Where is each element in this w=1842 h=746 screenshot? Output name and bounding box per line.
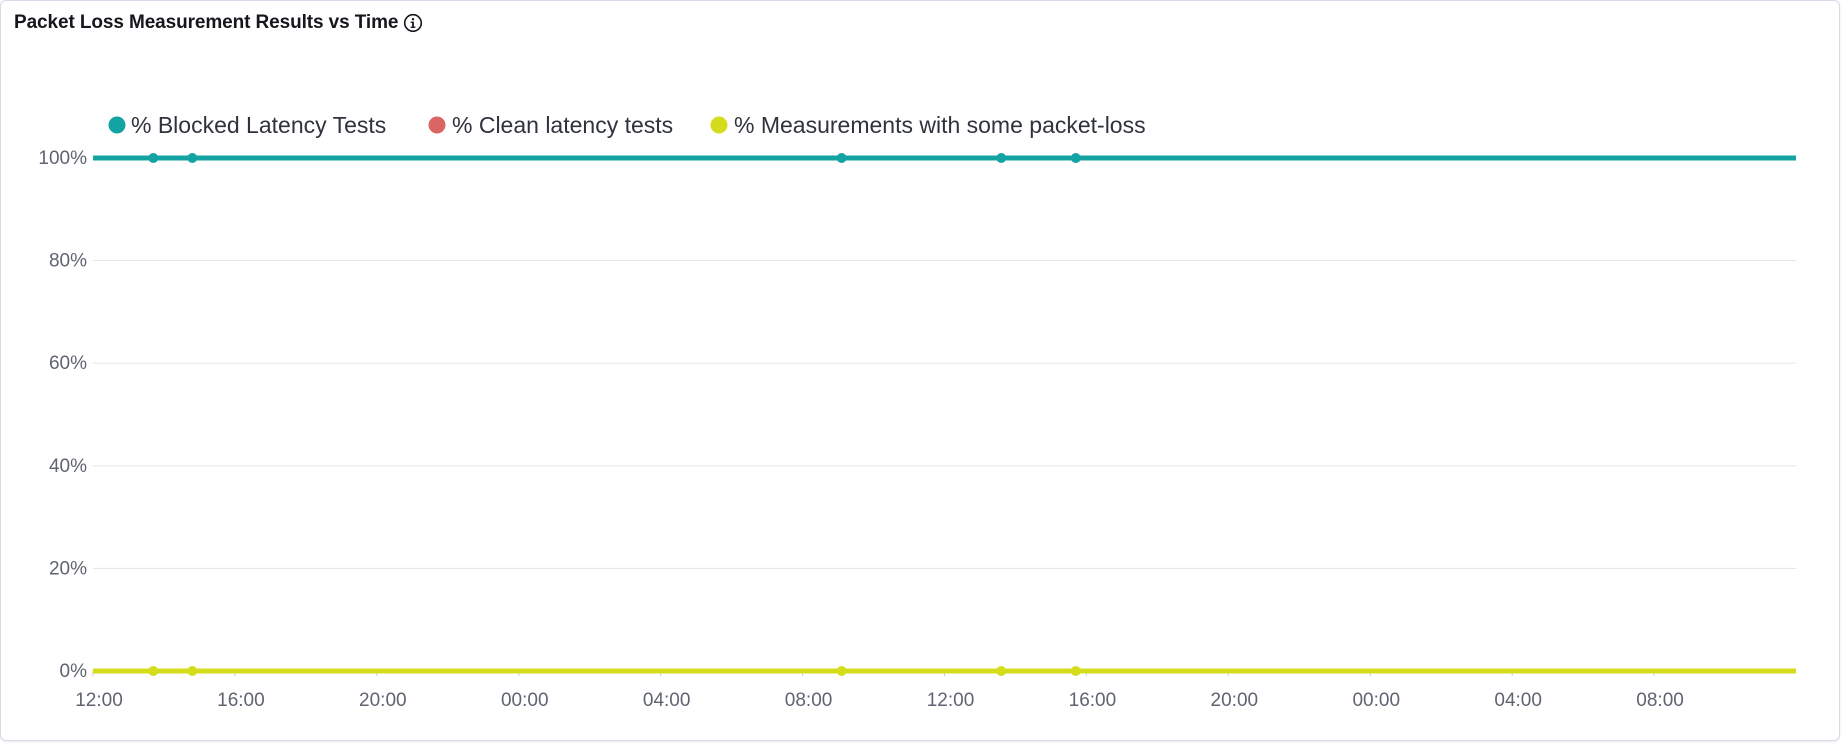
data-point[interactable]: [836, 666, 847, 676]
legend[interactable]: % Blocked Latency Tests % Clean latency t…: [108, 112, 1146, 138]
x-tick-label: 12:00: [927, 690, 975, 711]
grid-lines: [93, 157, 1796, 672]
x-tick-label: 08:00: [785, 690, 833, 711]
data-point[interactable]: [996, 666, 1007, 676]
x-tick-label: 12:00: [75, 690, 123, 711]
data-point[interactable]: [148, 153, 159, 163]
x-tick-label: 04:00: [643, 690, 691, 711]
series-lines: [93, 153, 1796, 676]
y-tick-label: 60%: [49, 353, 87, 374]
x-tick-label: 16:00: [1069, 690, 1117, 711]
x-tick-label: 16:00: [217, 690, 265, 711]
y-tick-label: 100%: [38, 148, 87, 169]
y-axis-ticks: 0% 20% 40% 60% 80% 100%: [38, 148, 87, 682]
legend-marker: [710, 116, 728, 134]
x-tick-label: 20:00: [359, 690, 407, 711]
x-tick-label: 04:00: [1494, 690, 1542, 711]
title-row: Packet Loss Measurement Results vs Time: [14, 11, 425, 35]
x-tick-label: 00:00: [501, 690, 549, 711]
legend-item[interactable]: % Blocked Latency Tests: [108, 112, 387, 138]
legend-label: % Measurements with some packet-loss: [734, 112, 1146, 138]
x-tick-label: 08:00: [1636, 690, 1684, 711]
legend-label: % Blocked Latency Tests: [131, 112, 386, 138]
data-point[interactable]: [148, 666, 159, 676]
data-point[interactable]: [1070, 153, 1081, 163]
legend-marker: [108, 116, 126, 134]
chart-title: Packet Loss Measurement Results vs Time: [14, 12, 399, 33]
data-point[interactable]: [836, 153, 847, 163]
legend-item[interactable]: % Measurements with some packet-loss: [710, 112, 1146, 138]
x-axis-ticks: 12:00 16:00 20:00 00:00 04:00 08:00 12:00 16:00…: [75, 671, 1684, 711]
legend-marker: [428, 116, 446, 134]
y-tick-label: 0%: [60, 661, 88, 682]
y-tick-label: 40%: [49, 456, 87, 477]
y-tick-label: 80%: [49, 251, 87, 272]
legend-item[interactable]: % Clean latency tests: [428, 112, 674, 138]
x-tick-label: 20:00: [1211, 690, 1259, 711]
legend-label: % Clean latency tests: [452, 112, 673, 138]
x-tick-label: 00:00: [1352, 690, 1400, 711]
data-point[interactable]: [1070, 666, 1081, 676]
y-tick-label: 20%: [49, 558, 87, 579]
data-point[interactable]: [187, 153, 198, 163]
data-point[interactable]: [187, 666, 198, 676]
info-circle-icon[interactable]: [401, 11, 425, 35]
data-point[interactable]: [996, 153, 1007, 163]
